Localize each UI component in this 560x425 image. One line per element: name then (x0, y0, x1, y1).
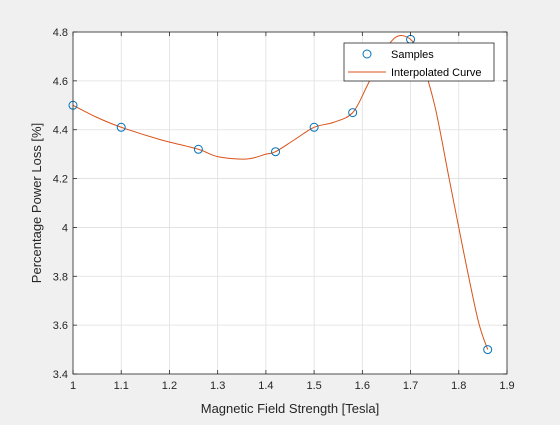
x-axis-label: Magnetic Field Strength [Tesla] (201, 401, 379, 416)
y-axis-label: Percentage Power Loss [%] (29, 123, 44, 283)
y-tick-labels: 3.4 3.6 3.8 4 4.2 4.4 4.6 4.8 (53, 27, 68, 381)
interpolated-curve-layer (72, 35, 489, 350)
sample-point (309, 122, 319, 132)
sample-point (348, 108, 358, 118)
axes-box (72, 31, 508, 375)
sample-point (116, 122, 126, 132)
x-tick-label: 1.2 (162, 380, 177, 392)
legend-curve-label: Interpolated Curve (391, 67, 482, 79)
y-tick-label: 3.8 (53, 271, 68, 283)
legend-samples-label: Samples (391, 49, 434, 61)
tick-marks (72, 31, 508, 375)
x-tick-label: 1.6 (355, 380, 370, 392)
x-tick-label: 1.9 (499, 380, 514, 392)
legend-box (343, 42, 495, 82)
sample-point (193, 144, 203, 154)
interpolated-curve-line (72, 35, 489, 350)
legend-samples-marker (362, 49, 372, 59)
y-tick-label: 3.4 (53, 369, 68, 381)
y-tick-label: 4.6 (53, 76, 68, 88)
plot-area (73, 32, 507, 374)
y-tick-label: 4 (62, 222, 68, 234)
y-tick-label: 4.4 (53, 125, 68, 137)
sample-point (483, 345, 493, 355)
x-tick-labels: 1 1.1 1.2 1.3 1.4 1.5 1.6 1.7 1.8 1.9 (70, 380, 515, 392)
y-tick-label: 4.2 (53, 174, 68, 186)
x-tick-label: 1.7 (403, 380, 418, 392)
y-tick-label: 3.6 (53, 320, 68, 332)
sample-point (271, 147, 281, 157)
x-tick-label: 1.5 (306, 380, 321, 392)
x-tick-label: 1.3 (210, 380, 225, 392)
x-tick-label: 1 (70, 380, 76, 392)
x-tick-label: 1.1 (114, 380, 129, 392)
x-tick-label: 1.8 (451, 380, 466, 392)
y-tick-label: 4.8 (53, 27, 68, 39)
x-tick-label: 1.4 (258, 380, 273, 392)
legend: Samples Interpolated Curve (343, 42, 495, 82)
